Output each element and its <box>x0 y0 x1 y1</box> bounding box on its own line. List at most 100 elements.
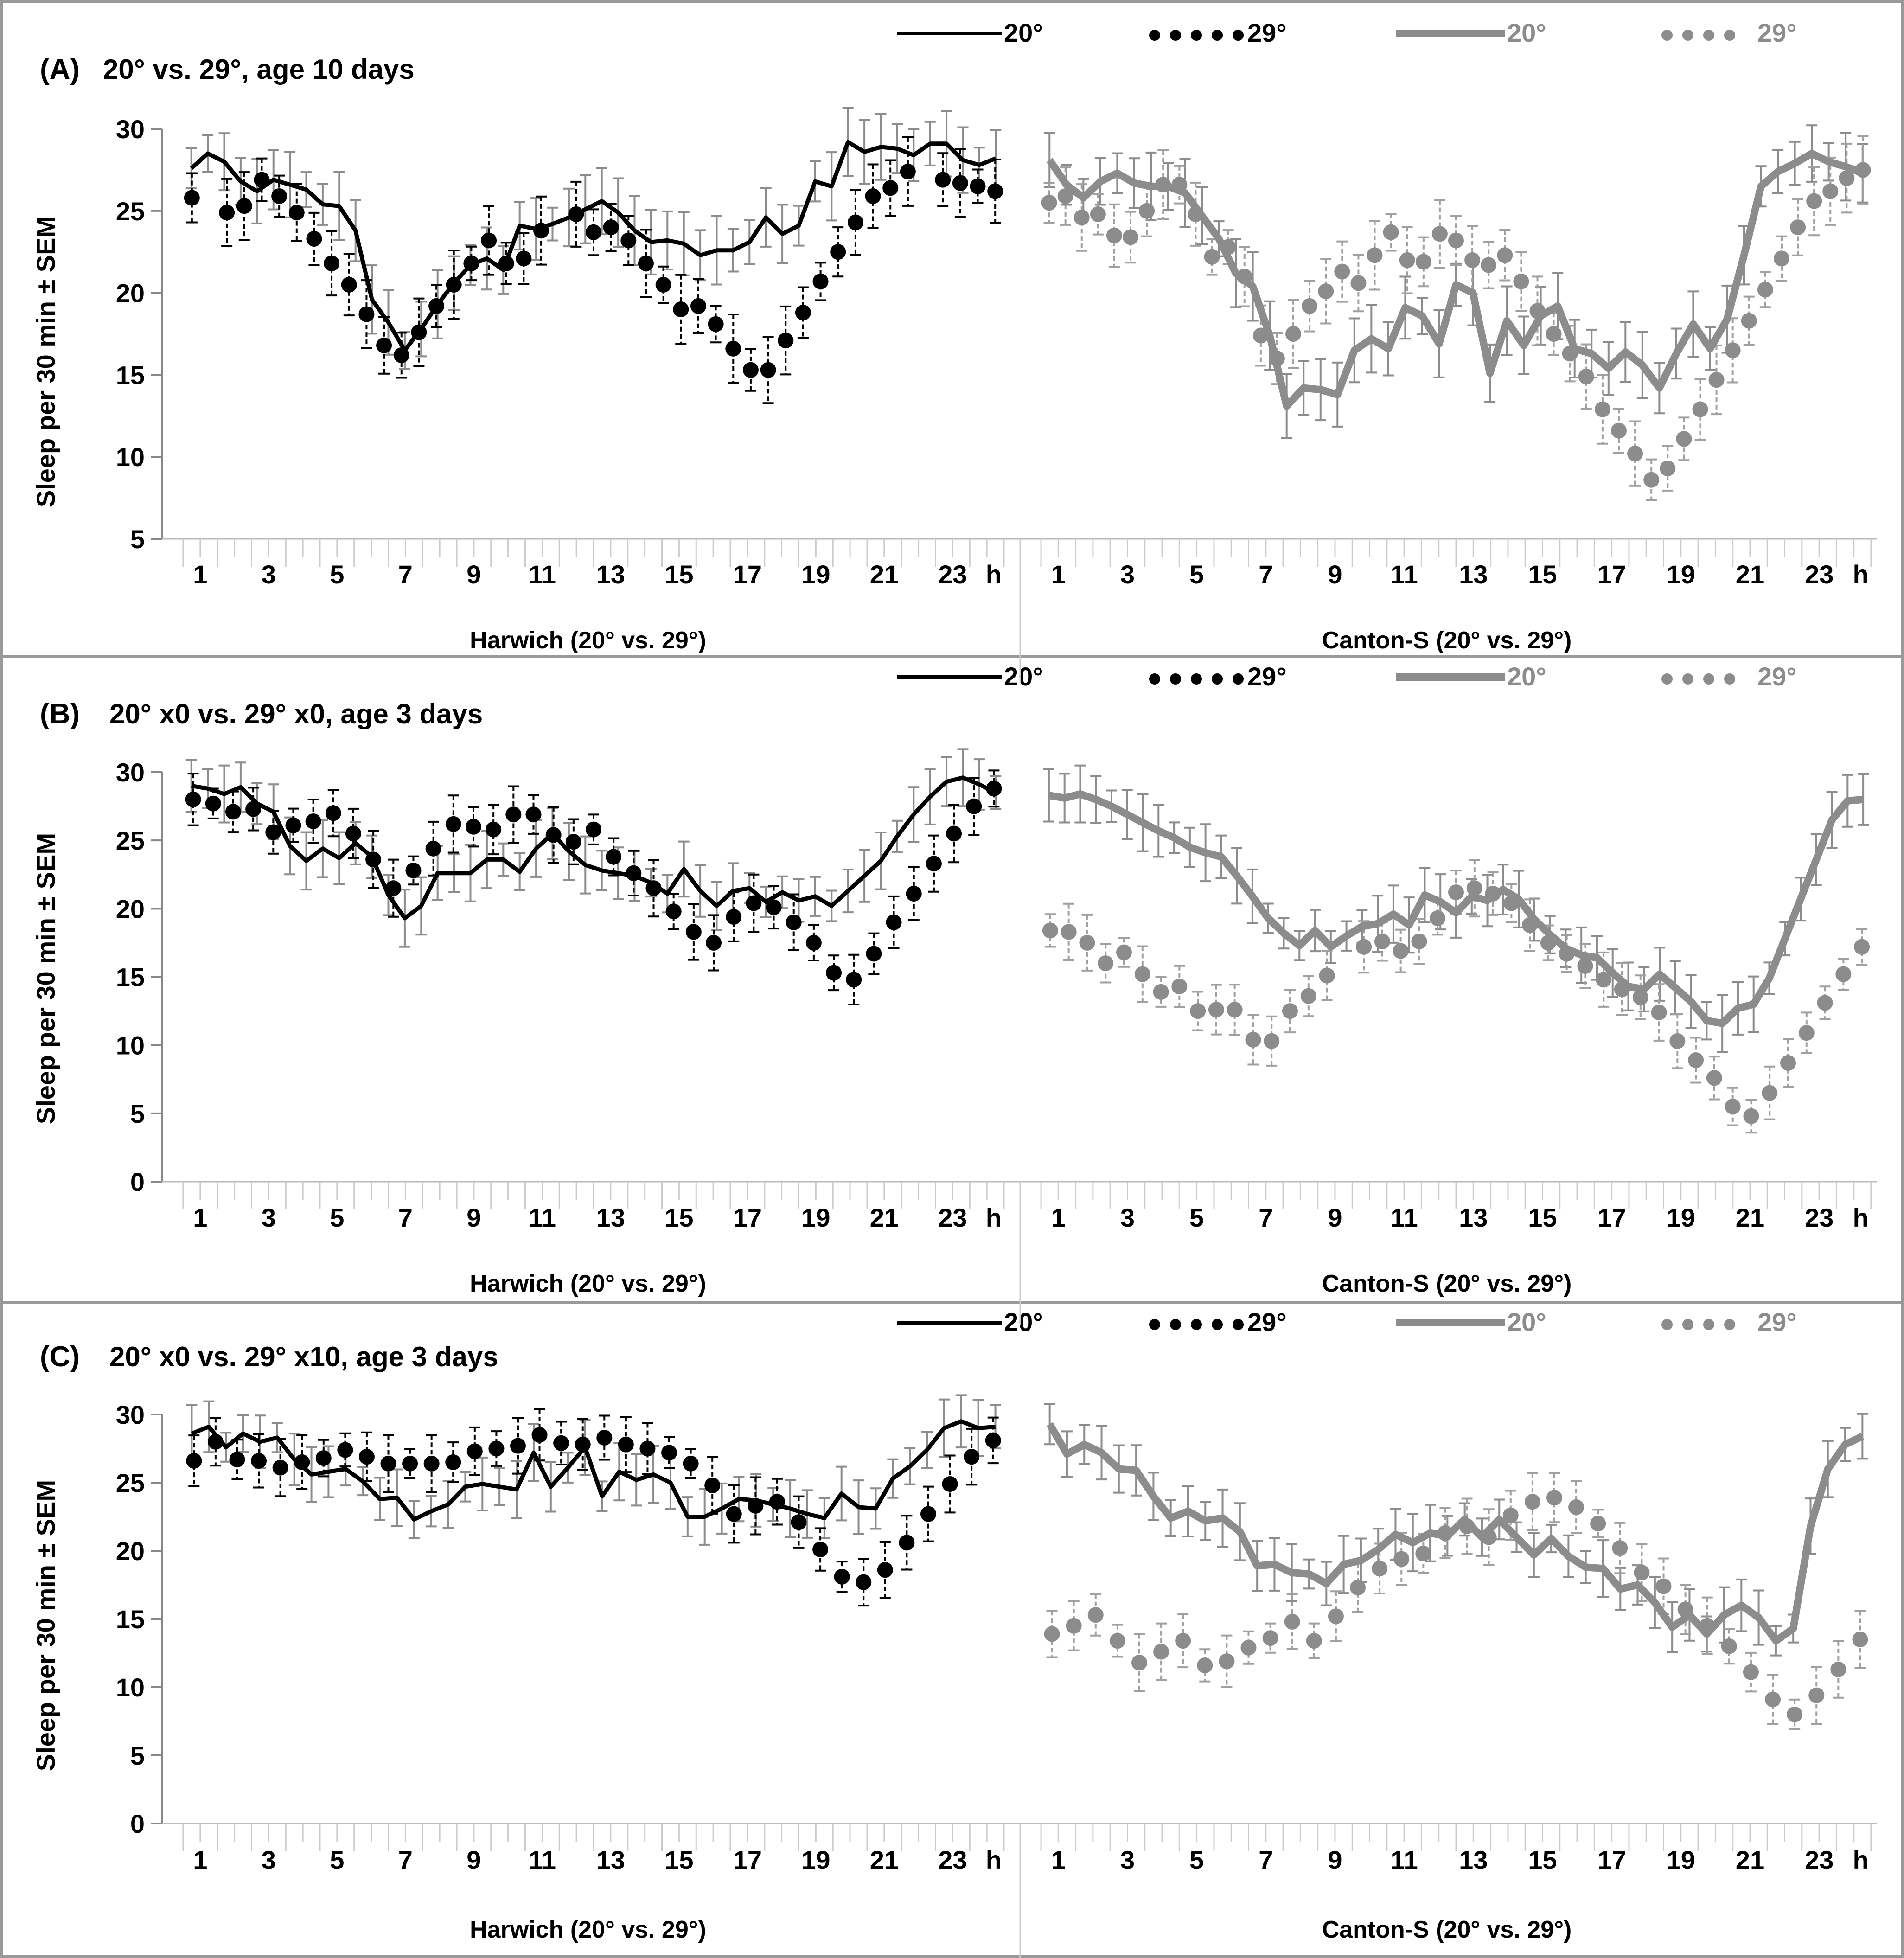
point-harwich-29 <box>445 816 461 832</box>
x-tick-label: 7 <box>398 1845 413 1875</box>
point-harwich-29 <box>385 880 402 896</box>
x-tick-label: 11 <box>1391 1203 1418 1232</box>
x-tick-label: 19 <box>801 1845 830 1875</box>
point-harwich-29 <box>428 298 445 314</box>
point-harwich-29 <box>986 781 1002 797</box>
point-harwich-29 <box>207 1433 224 1450</box>
y-tick-label: 15 <box>116 963 145 992</box>
group-label-c-harwich: Harwich (20° vs. 29°) <box>470 1916 706 1943</box>
point-canton-29 <box>1350 1580 1366 1596</box>
y-tick-label: 5 <box>130 525 145 554</box>
point-harwich-29 <box>935 172 951 188</box>
x-tick-label: 5 <box>1189 1845 1204 1875</box>
legend-c: 20° 29° 20° 29° <box>897 1307 1797 1337</box>
x-unit-label: h <box>986 560 1002 589</box>
point-canton-29 <box>1383 224 1399 240</box>
point-harwich-29 <box>618 1436 634 1453</box>
point-harwich-29 <box>446 276 462 293</box>
point-canton-29 <box>1762 1085 1778 1101</box>
point-harwich-29 <box>987 183 1003 199</box>
x-tick-label: 1 <box>193 560 207 589</box>
point-canton-29 <box>1725 342 1741 358</box>
point-harwich-29 <box>586 821 601 838</box>
point-canton-29 <box>1208 1002 1224 1018</box>
point-canton-29 <box>1706 1070 1722 1086</box>
point-canton-29 <box>1643 472 1660 488</box>
point-harwich-29 <box>245 801 262 817</box>
point-harwich-29 <box>553 1435 569 1451</box>
point-canton-29 <box>1219 1653 1235 1670</box>
y-tick-label: 15 <box>116 1605 145 1634</box>
point-harwich-29 <box>533 223 549 239</box>
series-harwich-20-line <box>190 140 997 352</box>
x-tick-label: 7 <box>398 1203 413 1232</box>
point-canton-29 <box>1131 1655 1147 1671</box>
panel-a-label: (A) <box>40 53 80 85</box>
x-unit-label: h <box>986 1203 1002 1232</box>
point-canton-29 <box>1204 249 1220 265</box>
point-canton-29 <box>1041 195 1057 211</box>
point-harwich-29 <box>463 255 479 271</box>
x-unit-label: h <box>1853 1845 1869 1875</box>
point-harwich-29 <box>926 856 942 872</box>
point-harwich-29 <box>488 1440 505 1457</box>
point-canton-29 <box>1596 972 1612 988</box>
x-tick-label: 23 <box>938 1845 967 1875</box>
x-tick-label: 23 <box>938 1203 967 1232</box>
point-harwich-29 <box>525 806 542 823</box>
x-tick-label: 13 <box>596 1203 625 1232</box>
x-tick-label: 21 <box>870 1203 899 1232</box>
x-tick-label: 7 <box>1259 560 1273 589</box>
point-harwich-29 <box>882 180 899 196</box>
point-canton-29 <box>1669 1033 1686 1049</box>
point-harwich-29 <box>219 205 235 221</box>
point-harwich-29 <box>877 1562 893 1578</box>
point-harwich-29 <box>358 1449 375 1465</box>
x-tick-label: 17 <box>733 560 762 589</box>
point-harwich-29 <box>966 798 982 814</box>
point-canton-29 <box>1634 1565 1650 1581</box>
point-canton-29 <box>1153 1644 1169 1660</box>
y-tick-label: 25 <box>116 826 145 855</box>
point-harwich-29 <box>690 298 706 314</box>
point-harwich-29 <box>265 824 281 840</box>
x-tick-label: 11 <box>529 1845 556 1875</box>
point-harwich-29 <box>575 1436 591 1453</box>
point-harwich-29 <box>847 214 863 230</box>
x-tick-label: 1 <box>193 1203 207 1232</box>
point-canton-29 <box>1577 958 1593 974</box>
point-harwich-29 <box>285 817 301 833</box>
point-canton-29 <box>1590 1516 1606 1532</box>
point-canton-29 <box>1614 981 1630 997</box>
legend-c-label-4: 29° <box>1757 1307 1797 1337</box>
point-canton-29 <box>1109 1633 1125 1649</box>
x-tick-label: 3 <box>1120 1845 1135 1875</box>
point-canton-29 <box>1610 422 1627 439</box>
point-canton-29 <box>1459 1518 1475 1535</box>
point-harwich-29 <box>393 347 409 363</box>
point-canton-29 <box>1822 183 1839 199</box>
x-tick-label: 3 <box>1120 560 1135 589</box>
series-harwich-20-line <box>191 1419 996 1522</box>
point-harwich-29 <box>655 276 671 293</box>
point-harwich-29 <box>325 805 341 821</box>
series-canton-20-line <box>1046 150 1864 410</box>
point-canton-29 <box>1319 967 1335 984</box>
point-canton-29 <box>1546 1490 1562 1506</box>
point-harwich-29 <box>866 946 882 962</box>
point-harwich-29 <box>946 825 962 842</box>
point-canton-29 <box>1134 966 1150 982</box>
x-tick-label: 13 <box>596 1845 625 1875</box>
group-label-b-canton: Canton-S (20° vs. 29°) <box>1322 1270 1572 1297</box>
point-harwich-29 <box>665 903 682 920</box>
point-harwich-29 <box>380 1455 396 1472</box>
point-harwich-29 <box>306 230 322 247</box>
point-canton-29 <box>1708 372 1725 388</box>
point-harwich-29 <box>673 301 689 317</box>
point-canton-29 <box>1190 1003 1206 1019</box>
x-tick-label: 5 <box>330 1203 344 1232</box>
point-harwich-29 <box>920 1506 936 1522</box>
point-canton-29 <box>1817 995 1833 1011</box>
point-canton-29 <box>1374 933 1390 949</box>
